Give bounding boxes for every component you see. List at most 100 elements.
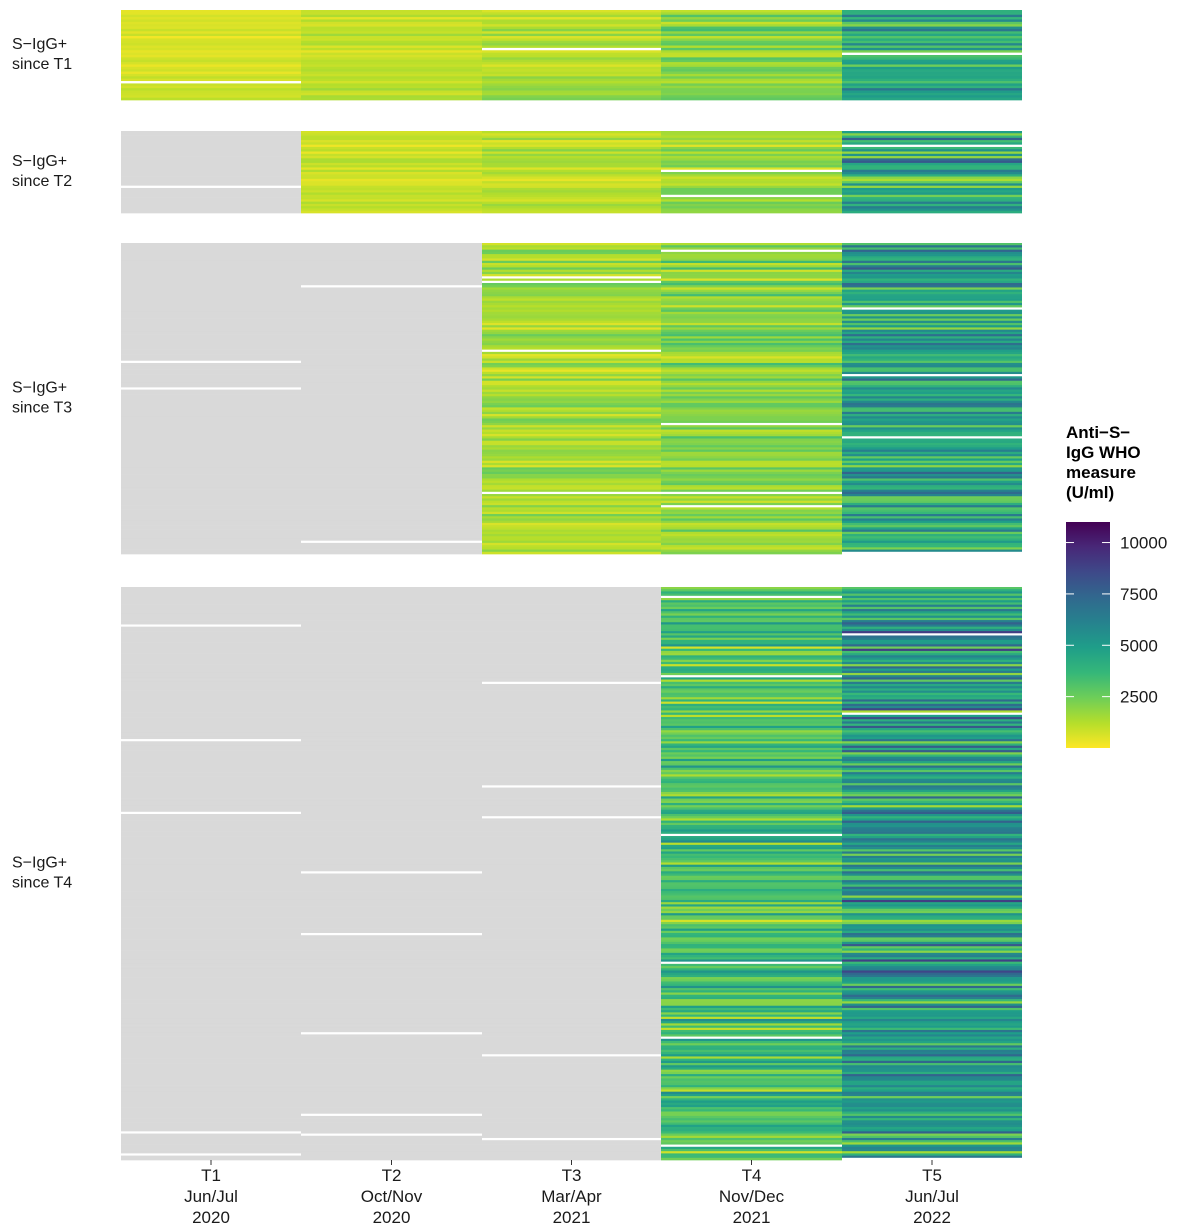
heatmap-cell bbox=[482, 489, 661, 493]
heatmap-cell bbox=[842, 36, 1022, 39]
heatmap-cell bbox=[482, 639, 661, 643]
heatmap-cell bbox=[121, 739, 301, 742]
heatmap-cell bbox=[661, 739, 842, 742]
heatmap-cell bbox=[661, 613, 842, 616]
heatmap-cell bbox=[482, 460, 661, 464]
heatmap-cell bbox=[661, 327, 842, 330]
heatmap-cell bbox=[482, 172, 661, 175]
heatmap-cell bbox=[661, 948, 842, 951]
heatmap-cell bbox=[661, 496, 842, 499]
heatmap-cell bbox=[301, 371, 482, 375]
heatmap-cell bbox=[482, 1027, 661, 1031]
heatmap-cell bbox=[842, 454, 1022, 457]
heatmap-cell bbox=[842, 534, 1022, 537]
heatmap-cell bbox=[301, 10, 482, 13]
heatmap-cell bbox=[121, 83, 301, 87]
heatmap-cell bbox=[301, 547, 482, 550]
heatmap-cell bbox=[661, 620, 842, 623]
heatmap-cell bbox=[842, 17, 1022, 20]
heatmap-cell bbox=[482, 844, 661, 848]
heatmap-cell bbox=[482, 858, 661, 861]
heatmap-cell bbox=[121, 666, 301, 669]
heatmap-cell bbox=[661, 983, 842, 987]
heatmap-cell bbox=[661, 165, 842, 168]
heatmap-cell bbox=[482, 356, 661, 359]
heatmap-cell bbox=[301, 992, 482, 996]
heatmap-cell bbox=[482, 276, 661, 279]
heatmap-cell bbox=[301, 531, 482, 535]
heatmap-cell bbox=[482, 518, 661, 522]
heatmap-cell bbox=[661, 604, 842, 608]
heatmap-cell bbox=[842, 471, 1022, 475]
heatmap-cell bbox=[482, 31, 661, 35]
heatmap-cell bbox=[482, 156, 661, 159]
heatmap-cell bbox=[301, 374, 482, 377]
heatmap-cell bbox=[842, 31, 1022, 35]
heatmap-cell bbox=[301, 728, 482, 731]
heatmap-cell bbox=[301, 305, 482, 308]
heatmap-cell bbox=[121, 789, 301, 793]
heatmap-cell bbox=[482, 491, 661, 495]
heatmap-cell bbox=[482, 739, 661, 742]
heatmap-cell bbox=[121, 591, 301, 594]
heatmap-cell bbox=[301, 609, 482, 612]
heatmap-cell bbox=[121, 761, 301, 764]
heatmap-cell bbox=[661, 307, 842, 310]
heatmap-cell bbox=[842, 449, 1022, 453]
heatmap-cell bbox=[121, 142, 301, 146]
heatmap-cell bbox=[482, 494, 661, 497]
heatmap-cell bbox=[121, 149, 301, 152]
heatmap-cell bbox=[482, 1151, 661, 1154]
heatmap-cell bbox=[842, 717, 1022, 720]
heatmap-cell bbox=[482, 668, 661, 672]
heatmap-cell bbox=[842, 776, 1022, 780]
heatmap-cell bbox=[301, 1001, 482, 1004]
heatmap-cell bbox=[842, 538, 1022, 542]
heatmap-cell bbox=[482, 955, 661, 958]
heatmap-cell bbox=[301, 908, 482, 912]
heatmap-cell bbox=[482, 40, 661, 44]
heatmap-cell bbox=[301, 40, 482, 44]
heatmap-cell bbox=[842, 805, 1022, 808]
heatmap-cell bbox=[121, 55, 301, 58]
heatmap-cell bbox=[301, 518, 482, 522]
heatmap-cell bbox=[842, 420, 1022, 424]
heatmap-cell bbox=[301, 891, 482, 894]
heatmap-cell bbox=[661, 736, 842, 740]
heatmap-cell bbox=[301, 1067, 482, 1070]
heatmap-cell bbox=[482, 440, 661, 444]
heatmap-cell bbox=[661, 1007, 842, 1011]
heatmap-cell bbox=[661, 624, 842, 628]
heatmap-cell bbox=[301, 294, 482, 297]
heatmap-cell bbox=[842, 378, 1022, 382]
heatmap-cell bbox=[121, 847, 301, 850]
heatmap-cell bbox=[661, 871, 842, 874]
heatmap-cell bbox=[121, 1100, 301, 1104]
heatmap-cell bbox=[661, 137, 842, 141]
heatmap-cell bbox=[842, 199, 1022, 202]
heatmap-cell bbox=[661, 1014, 842, 1018]
heatmap-cell bbox=[482, 650, 661, 654]
heatmap-cell bbox=[661, 1076, 842, 1079]
heatmap-cell bbox=[301, 860, 482, 863]
heatmap-cell bbox=[482, 659, 661, 663]
heatmap-cell bbox=[301, 778, 482, 782]
heatmap-cell bbox=[842, 1003, 1022, 1007]
heatmap-cell bbox=[661, 763, 842, 766]
heatmap-cell bbox=[482, 694, 661, 698]
heatmap-cell bbox=[482, 418, 661, 422]
heatmap-cell bbox=[301, 262, 482, 266]
heatmap-cell bbox=[842, 648, 1022, 652]
heatmap-cell bbox=[301, 327, 482, 330]
heatmap-cell bbox=[482, 522, 661, 526]
heatmap-cell bbox=[842, 1063, 1022, 1066]
heatmap-cell bbox=[661, 670, 842, 674]
heatmap-cell bbox=[842, 1113, 1022, 1117]
heatmap-cell bbox=[661, 877, 842, 881]
heatmap-cell bbox=[301, 1036, 482, 1040]
heatmap-cell bbox=[661, 1049, 842, 1053]
heatmap-cell bbox=[482, 847, 661, 850]
heatmap-cell bbox=[482, 59, 661, 63]
heatmap-cell bbox=[661, 160, 842, 164]
